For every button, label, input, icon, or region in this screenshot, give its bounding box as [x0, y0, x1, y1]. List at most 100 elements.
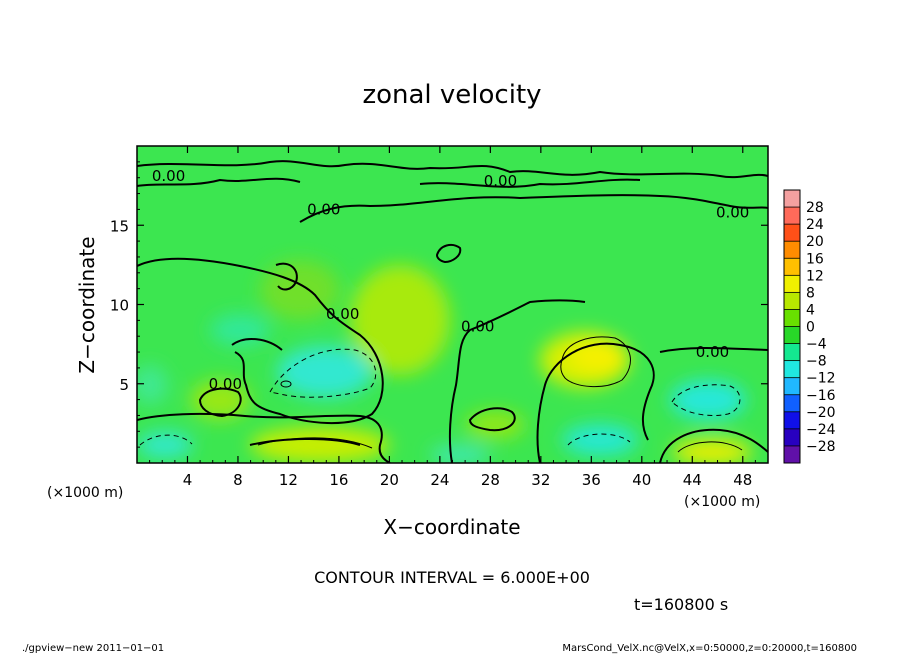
positive-contours	[257, 336, 743, 453]
colorbar-label: 20	[806, 234, 824, 250]
colorbar-label: 4	[806, 302, 815, 318]
time-label: t=160800 s	[634, 595, 728, 614]
contour-line	[560, 336, 631, 387]
colorbar-label: −20	[806, 405, 836, 421]
contour-interval: CONTOUR INTERVAL = 6.000E+00	[314, 568, 590, 587]
colorbar-label: 16	[806, 251, 824, 267]
contour-line	[269, 348, 377, 398]
x-tick-label: 16	[329, 471, 348, 489]
field-blob	[670, 380, 746, 420]
colorbar-segment	[784, 258, 800, 276]
x-tick-label: 48	[733, 471, 752, 489]
field-blob	[137, 365, 168, 405]
colorbar-label: −28	[806, 439, 836, 455]
x-tick-label: 32	[531, 471, 550, 489]
contour-label: 0.00	[716, 204, 749, 222]
y-tick-label: 15	[110, 217, 129, 235]
field-blob	[465, 411, 525, 439]
contour-label: 0.00	[461, 318, 494, 336]
colorbar-segment	[784, 343, 800, 362]
field-blob	[210, 314, 270, 346]
colorbar-label: −8	[806, 354, 827, 370]
colorbar-segment	[784, 207, 800, 225]
colorbar-segment	[784, 292, 800, 310]
colorbar-label: 0	[806, 320, 815, 336]
contour-line	[257, 437, 373, 449]
field-blob	[350, 265, 450, 375]
contour-label: 0.00	[307, 200, 340, 218]
contour-line	[137, 257, 384, 424]
contour-line	[435, 243, 462, 264]
field-blob	[277, 346, 373, 398]
y-axis-label: Z−coordinate	[75, 236, 99, 373]
contour-line	[448, 299, 586, 463]
contour-line	[198, 387, 242, 418]
x-unit-left: (×1000 m)	[47, 485, 123, 501]
negative-contours	[139, 348, 741, 446]
colorbar-segment	[784, 190, 800, 208]
x-tick-label: 20	[380, 471, 399, 489]
contour-line	[419, 178, 641, 188]
x-tick-label: 44	[683, 471, 702, 489]
colorbar-segment	[784, 309, 800, 327]
colorbar-label: −16	[806, 388, 836, 404]
x-tick-label: 12	[279, 471, 298, 489]
field-blob	[260, 260, 340, 320]
contour-line	[659, 428, 768, 463]
colorbar-segment	[784, 428, 800, 447]
x-unit-right: (×1000 m)	[684, 494, 760, 510]
contour-line	[659, 347, 768, 353]
colorbar-segment	[784, 360, 800, 379]
contour-line	[280, 380, 292, 388]
x-axis-label: X−coordinate	[383, 515, 520, 539]
x-tick-label: 40	[632, 471, 651, 489]
zero-contours	[137, 160, 768, 463]
field-blob	[250, 427, 390, 463]
contour-line	[275, 262, 298, 291]
y-tick-label: 10	[110, 297, 129, 315]
contour-line	[677, 441, 743, 453]
colorbar-label: −24	[806, 422, 836, 438]
x-tick-label: 8	[233, 471, 243, 489]
x-tick-label: 4	[183, 471, 193, 489]
footer-right: MarsCond_VelX.nc@VelX,x=0:50000,z=0:2000…	[562, 643, 857, 654]
colorbar-segment	[784, 411, 800, 430]
field-blob	[562, 424, 638, 456]
colorbar-segment	[784, 275, 800, 293]
contour-line	[536, 342, 655, 463]
x-tick-label: 28	[481, 471, 500, 489]
footer-left: ./gpview−new 2011−01−01	[22, 643, 164, 654]
contour-line	[139, 434, 193, 446]
colorbar-label: −12	[806, 371, 836, 387]
y-axis: 5 10 15	[110, 161, 768, 448]
chart-title: zonal velocity	[362, 80, 541, 110]
y-tick-label: 5	[119, 376, 129, 394]
colorbar-segment	[784, 241, 800, 259]
colorbar-segment	[784, 377, 800, 396]
contour-label: 0.00	[209, 375, 242, 393]
contour-line	[231, 338, 283, 351]
contour-label: 0.00	[326, 305, 359, 323]
contour-line	[299, 194, 768, 223]
contour-line	[249, 437, 361, 446]
x-tick-label: 36	[582, 471, 601, 489]
plot-area: 0.00 0.00 0.00 0.00 0.00 0.00 0.00 0.00	[137, 146, 768, 463]
contour-line	[671, 384, 741, 416]
contour-line	[137, 412, 391, 463]
contour-line	[468, 407, 516, 432]
field-blob	[672, 439, 752, 463]
colorbar-segment	[784, 326, 800, 345]
contour-label: 0.00	[696, 343, 729, 361]
colorbar-label: 8	[806, 285, 815, 301]
contour-label: 0.00	[484, 172, 517, 190]
colorbar-segment	[784, 224, 800, 242]
field-blob	[430, 445, 490, 463]
colorbar-label: 12	[806, 268, 824, 284]
colorbar-label: −4	[806, 337, 827, 353]
x-axis: 4 8 12 16 20 24 28 32 36 40 44 48	[149, 146, 756, 489]
contour-label: 0.00	[152, 167, 185, 185]
colorbar-segment	[784, 445, 800, 464]
colorbar-segment	[784, 394, 800, 413]
